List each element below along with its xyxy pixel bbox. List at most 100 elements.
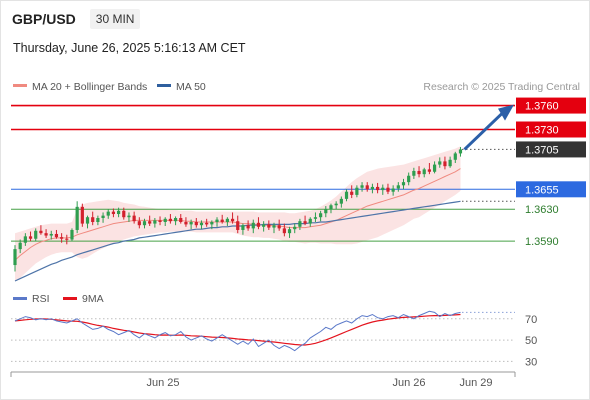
candle-body (70, 229, 74, 240)
level-tag (516, 141, 586, 158)
legend-label: MA 20 + Bollinger Bands (32, 81, 147, 93)
candle-body (396, 185, 400, 189)
candle-body (458, 149, 463, 154)
candle-body (194, 222, 198, 226)
rsi-legend-swatch (13, 297, 27, 300)
candle-body (34, 230, 38, 239)
candle-body (453, 153, 457, 160)
candle-body (153, 220, 157, 224)
candle-body (179, 218, 183, 222)
candle-body (319, 213, 323, 218)
candle-body (18, 242, 22, 250)
bollinger-band (15, 146, 461, 281)
candle-body (184, 222, 188, 225)
candle-body (163, 218, 167, 222)
candle-body (199, 222, 204, 226)
candle-body (168, 218, 172, 222)
candle-body (272, 225, 276, 228)
level-tag (516, 181, 586, 198)
rsi-9ma-line (14, 313, 461, 346)
legend-label: MA 50 (176, 81, 206, 93)
candle-body (443, 161, 447, 167)
candle-body (262, 224, 266, 227)
candle-body (267, 224, 271, 228)
candle-body (303, 221, 307, 224)
candle-body (127, 215, 131, 218)
x-tick-label: Jun 25 (146, 377, 179, 389)
rsi-legend-label: RSI (32, 293, 50, 305)
candle-body (28, 236, 33, 239)
level-tag (516, 97, 586, 114)
candle-body (75, 206, 79, 230)
candle-body (189, 222, 193, 225)
candle-body (324, 209, 328, 214)
candle-body (334, 203, 338, 206)
candle-body (106, 211, 110, 216)
candle-body (13, 249, 17, 266)
datetime-label: Thursday, June 26, 2025 5:16:13 AM CET (13, 41, 246, 55)
candle-body (350, 191, 354, 195)
candle-body (80, 206, 84, 224)
candle-body (148, 221, 152, 224)
candle-body (85, 217, 90, 224)
candle-body (173, 218, 178, 222)
level-label: 1.3655 (525, 184, 559, 196)
candle-body (101, 215, 105, 219)
candle-body (422, 169, 426, 175)
candle-body (117, 210, 121, 215)
chart-header: GBP/USD 30 MIN (12, 8, 141, 30)
candle-body (137, 221, 141, 226)
candle-body (210, 222, 214, 225)
candle-body (215, 219, 219, 222)
projection-arrowhead (498, 104, 514, 121)
candle-body (427, 169, 431, 172)
candle-body (246, 225, 250, 229)
candle-body (412, 170, 416, 176)
candle-body (344, 191, 349, 199)
candle-body (39, 230, 43, 234)
candle-body (230, 218, 235, 222)
candle-body (339, 198, 343, 204)
level-label: 1.3705 (525, 144, 559, 156)
rsi-legend-label: 9MA (82, 293, 104, 305)
candle-body (277, 225, 281, 229)
candle-body (251, 222, 255, 229)
candle-body (298, 221, 302, 227)
candle-body (287, 229, 292, 234)
candle-body (236, 221, 240, 230)
candle-body (91, 217, 95, 222)
candle-body (158, 220, 162, 222)
candle-body (220, 219, 224, 222)
level-label: 1.3630 (525, 204, 559, 216)
candle-body (44, 233, 48, 236)
level-tag (516, 121, 586, 138)
level-label: 1.3760 (525, 101, 559, 113)
level-label: 1.3590 (525, 236, 559, 248)
timeframe-button[interactable]: 30 MIN (89, 9, 141, 29)
candle-body (355, 187, 359, 195)
candle-body (23, 236, 27, 243)
candle-body (142, 221, 147, 226)
credit-text: Research © 2025 Trading Central (423, 81, 580, 93)
candle-body (122, 210, 126, 218)
candle-body (438, 161, 442, 165)
candle-body (54, 233, 59, 238)
candle-body (360, 185, 364, 188)
rsi-level-label: 50 (525, 335, 537, 347)
candle-body (111, 211, 116, 215)
candle-body (256, 222, 261, 227)
candle-body (407, 175, 411, 183)
candle-body (60, 237, 64, 239)
candle-body (308, 218, 312, 224)
rsi-line (14, 310, 461, 352)
rsi-legend-swatch (63, 297, 77, 300)
candle-body (365, 185, 369, 190)
candle-body (205, 222, 209, 225)
candle-body (417, 170, 421, 175)
candle-body (65, 238, 69, 240)
candle-body (132, 215, 136, 222)
candle-body (448, 159, 452, 167)
candle-body (293, 226, 297, 230)
symbol-title: GBP/USD (12, 11, 76, 27)
legend-swatch (13, 84, 27, 87)
